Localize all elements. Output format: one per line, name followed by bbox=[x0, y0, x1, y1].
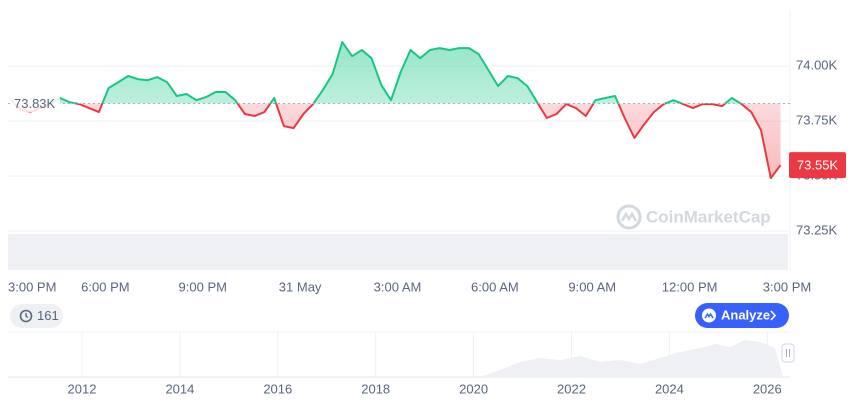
navigator-year: 2014 bbox=[165, 381, 194, 396]
history-count: 161 bbox=[37, 308, 59, 323]
navigator bbox=[8, 331, 795, 378]
current-price-label: 73.55K bbox=[797, 158, 839, 173]
area-above bbox=[11, 42, 741, 104]
navigator-year: 2012 bbox=[68, 381, 97, 396]
navigator-year: 2022 bbox=[557, 381, 586, 396]
navigator-year: 2016 bbox=[263, 381, 292, 396]
x-tick-label: 6:00 AM bbox=[471, 279, 519, 294]
price-line-above bbox=[10, 41, 743, 104]
navigator-year: 2018 bbox=[361, 381, 390, 396]
x-tick-label: 9:00 AM bbox=[568, 279, 616, 294]
analyze-button[interactable]: Analyze bbox=[695, 303, 789, 328]
navigator-year: 2020 bbox=[459, 381, 488, 396]
history-button[interactable]: 161 bbox=[10, 304, 63, 328]
x-tick-label: 31 May bbox=[279, 279, 322, 294]
x-tick-label: 3:00 PM bbox=[763, 279, 811, 294]
analyze-label: Analyze bbox=[721, 307, 770, 322]
baseline-label: 73.83K bbox=[14, 96, 56, 111]
current-price-badge bbox=[789, 152, 846, 179]
navigator-year: 2026 bbox=[753, 381, 782, 396]
x-tick-label: 9:00 PM bbox=[179, 279, 227, 294]
y-tick-label: 74.00K bbox=[796, 58, 838, 73]
navigator-year: 2024 bbox=[655, 381, 684, 396]
y-tick-label: 73.25K bbox=[796, 223, 838, 238]
x-tick-label: 3:00 AM bbox=[374, 279, 422, 294]
watermark: CoinMarketCap bbox=[616, 204, 771, 230]
x-tick-label: 12:00 PM bbox=[662, 279, 718, 294]
y-tick-label: 73.75K bbox=[796, 113, 838, 128]
area-below bbox=[11, 103, 781, 179]
x-tick-label: 6:00 PM bbox=[81, 279, 129, 294]
x-tick-label: 3:00 PM bbox=[8, 279, 56, 294]
price-line-below bbox=[13, 103, 782, 180]
watermark-text: CoinMarketCap bbox=[646, 207, 771, 226]
baseline-label-bg bbox=[10, 94, 60, 113]
volume-area bbox=[8, 234, 788, 270]
